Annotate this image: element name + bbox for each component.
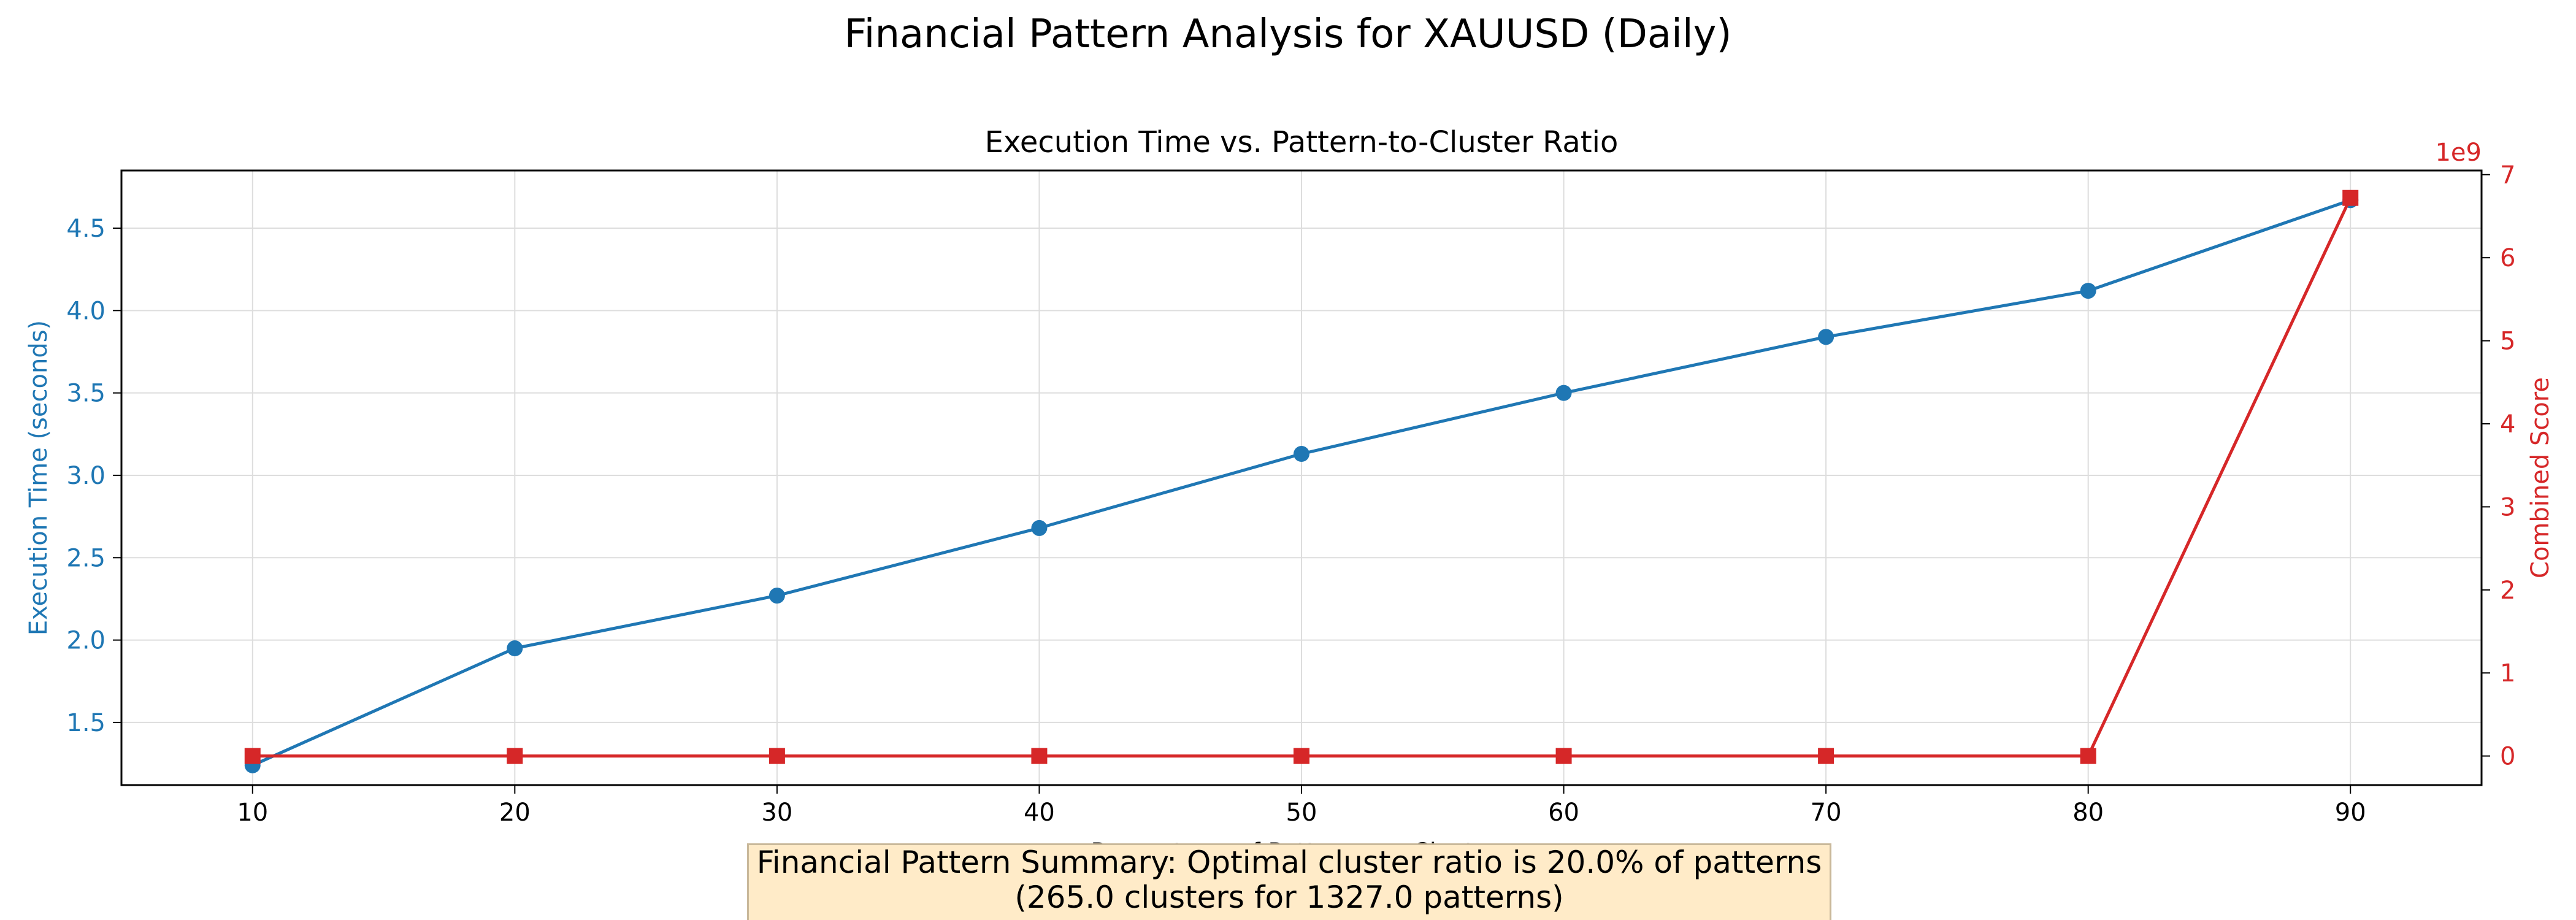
series-layer (244, 190, 2359, 773)
y2-tick-label: 5 (2500, 328, 2515, 356)
series-1-point (2080, 283, 2096, 299)
y-tick-label: 3.0 (66, 462, 105, 490)
y2-axis-label: Combined Score (2526, 377, 2555, 578)
y-tick-label: 4.0 (66, 297, 105, 325)
y-tick-label: 4.5 (66, 215, 105, 243)
y2-offset-label: 1e9 (2435, 139, 2482, 167)
series-2-point (2080, 748, 2096, 764)
y-axis-left: 1.5 2.0 2.5 3.0 3.5 4.0 4.5 (66, 215, 121, 737)
series-1-point (507, 640, 523, 657)
y-tick-label: 2.5 (66, 544, 105, 572)
summary-line-2: (265.0 clusters for 1327.0 patterns) (1014, 880, 1564, 915)
x-tick-label: 70 (1811, 799, 1842, 827)
y2-tick-label: 2 (2500, 577, 2515, 605)
x-tick-label: 50 (1286, 799, 1317, 827)
y2-tick-label: 3 (2500, 493, 2515, 521)
y2-tick-label: 0 (2500, 743, 2515, 771)
y-tick-label: 3.5 (66, 380, 105, 408)
y2-tick-label: 1 (2500, 659, 2515, 688)
x-tick-label: 90 (2335, 799, 2366, 827)
figure-title: Financial Pattern Analysis for XAUUSD (D… (845, 12, 1732, 57)
y2-tick-label: 7 (2500, 161, 2515, 190)
y-axis-label: Execution Time (seconds) (25, 320, 53, 635)
series-1-point (1555, 385, 1572, 401)
series-2-point (507, 748, 523, 764)
x-tick-label: 60 (1548, 799, 1579, 827)
x-tick-label: 20 (499, 799, 531, 827)
x-tick-label: 10 (237, 799, 268, 827)
chart-title: Execution Time vs. Pattern-to-Cluster Ra… (985, 125, 1619, 159)
series-2-point (1294, 748, 1309, 764)
series-1-point (1818, 329, 1834, 345)
series-1-point (1031, 519, 1048, 536)
summary-box: Financial Pattern Summary: Optimal clust… (747, 843, 1831, 920)
y-tick-label: 2.0 (66, 627, 105, 655)
series-2-point (769, 748, 785, 764)
x-tick-label: 80 (2072, 799, 2104, 827)
series-2-point (244, 748, 261, 764)
series-2-point (2342, 190, 2359, 206)
y-axis-right: 0 1 2 3 4 5 6 7 (2482, 161, 2515, 771)
y-tick-label: 1.5 (66, 709, 105, 737)
x-tick-label: 40 (1024, 799, 1055, 827)
y2-tick-label: 6 (2500, 244, 2515, 272)
x-axis: 10 20 30 40 50 60 70 80 90 (237, 785, 2366, 827)
series-2-point (1031, 748, 1048, 764)
series-1-point (1294, 446, 1309, 462)
series-2-point (1555, 748, 1572, 764)
summary-line-1: Financial Pattern Summary: Optimal clust… (756, 845, 1822, 880)
grid-lines (121, 171, 2482, 785)
series-2-point (1818, 748, 1834, 764)
series-1-point (769, 588, 785, 604)
x-tick-label: 30 (761, 799, 792, 827)
y2-tick-label: 4 (2500, 410, 2515, 439)
